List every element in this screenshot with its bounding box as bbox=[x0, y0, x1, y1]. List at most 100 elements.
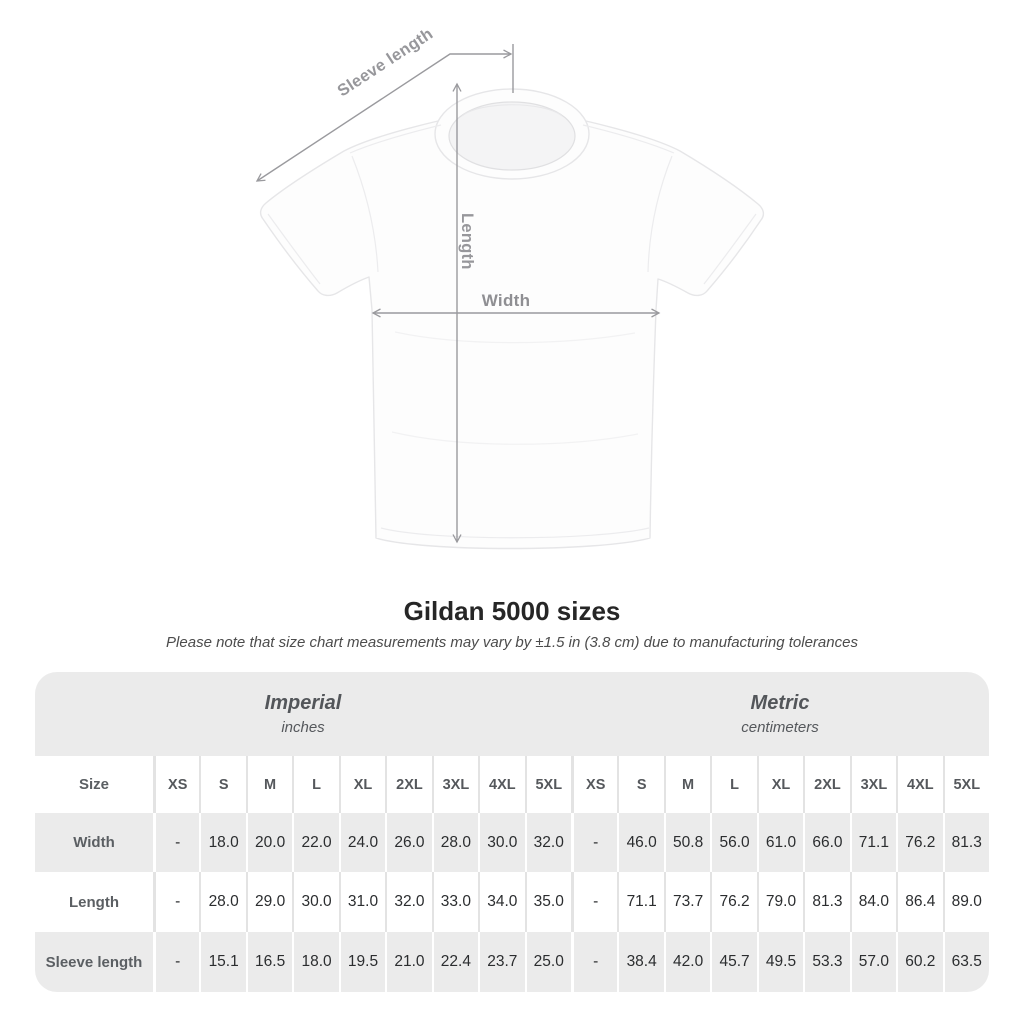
value-cell: - bbox=[573, 872, 618, 932]
tolerance-note: Please note that size chart measurements… bbox=[166, 634, 858, 651]
value-cell: - bbox=[573, 932, 618, 992]
value-cell: 30.0 bbox=[294, 872, 339, 932]
page-title: Gildan 5000 sizes bbox=[403, 596, 621, 626]
width-label: Width bbox=[482, 291, 531, 310]
size-header-imperial: 3XL bbox=[433, 756, 479, 813]
row-label: Sleeve length bbox=[35, 932, 153, 992]
value-cell: 66.0 bbox=[805, 813, 850, 872]
value-cell: 18.0 bbox=[201, 813, 246, 872]
tshirt-body bbox=[259, 88, 765, 550]
value-cell: 76.2 bbox=[712, 872, 757, 932]
length-label: Length bbox=[458, 213, 476, 270]
value-cell: 79.0 bbox=[758, 872, 804, 932]
value-cell: 28.0 bbox=[201, 872, 246, 932]
size-header-metric: 3XL bbox=[851, 756, 897, 813]
value-cell: 61.0 bbox=[758, 813, 804, 872]
size-header-imperial: M bbox=[247, 756, 293, 813]
size-header-metric: XS bbox=[573, 756, 618, 813]
size-header-metric: S bbox=[619, 756, 664, 813]
metric-title: Metric bbox=[750, 692, 810, 714]
value-cell: 33.0 bbox=[433, 872, 479, 932]
value-cell: 42.0 bbox=[665, 932, 711, 992]
value-cell: 53.3 bbox=[805, 932, 850, 992]
value-cell: 35.0 bbox=[526, 872, 571, 932]
value-cell: 23.7 bbox=[480, 932, 525, 992]
value-cell: 15.1 bbox=[201, 932, 246, 992]
value-cell: 73.7 bbox=[665, 872, 711, 932]
size-header-metric: XL bbox=[758, 756, 804, 813]
value-cell: 18.0 bbox=[294, 932, 339, 992]
value-cell: 26.0 bbox=[387, 813, 432, 872]
value-cell: - bbox=[573, 813, 618, 872]
tshirt-illustration: Sleeve length Length Width bbox=[0, 25, 765, 550]
size-header-imperial: XS bbox=[156, 756, 200, 813]
value-cell: 32.0 bbox=[526, 813, 571, 872]
size-header-imperial: S bbox=[201, 756, 246, 813]
value-cell: 81.3 bbox=[944, 813, 989, 872]
value-cell: 63.5 bbox=[944, 932, 989, 992]
value-cell: 57.0 bbox=[851, 932, 897, 992]
value-cell: 45.7 bbox=[712, 932, 757, 992]
size-column-header: Size bbox=[35, 756, 153, 813]
size-header-metric: L bbox=[712, 756, 757, 813]
value-cell: 31.0 bbox=[340, 872, 386, 932]
sleeve-length-label: Sleeve length bbox=[334, 25, 436, 101]
value-cell: 22.0 bbox=[294, 813, 339, 872]
value-cell: 20.0 bbox=[247, 813, 293, 872]
row-label: Width bbox=[35, 813, 153, 872]
size-header-imperial: L bbox=[294, 756, 339, 813]
metric-subtitle: centimeters bbox=[741, 719, 819, 736]
value-cell: 34.0 bbox=[480, 872, 525, 932]
value-cell: 71.1 bbox=[619, 872, 664, 932]
value-cell: 38.4 bbox=[619, 932, 664, 992]
value-cell: 29.0 bbox=[247, 872, 293, 932]
value-cell: 76.2 bbox=[898, 813, 943, 872]
units-header-row: Imperial inches Metric centimeters bbox=[35, 672, 989, 756]
value-cell: 16.5 bbox=[247, 932, 293, 992]
value-cell: 19.5 bbox=[340, 932, 386, 992]
value-cell: 28.0 bbox=[433, 813, 479, 872]
dimension-lines bbox=[257, 44, 659, 542]
value-cell: 56.0 bbox=[712, 813, 757, 872]
size-header-row: Size XS S M L XL 2XL 3XL 4XL 5XL XS S M L XL 2XL 3XL 4XL 5… bbox=[35, 756, 989, 813]
size-header-metric: 4XL bbox=[898, 756, 943, 813]
value-cell: 89.0 bbox=[944, 872, 989, 932]
imperial-header: Imperial inches bbox=[35, 692, 571, 736]
row-label: Length bbox=[35, 872, 153, 932]
metric-header: Metric centimeters bbox=[571, 692, 989, 736]
wrinkle-lines bbox=[391, 331, 639, 445]
table-row: Width -18.0 20.0 22.0 24.0 26.0 28.0 30.0 32.0-4… bbox=[35, 813, 989, 872]
value-cell: 86.4 bbox=[898, 872, 943, 932]
value-cell: 24.0 bbox=[340, 813, 386, 872]
size-header-imperial: 5XL bbox=[526, 756, 571, 813]
size-table: Imperial inches Metric centimeters Size X… bbox=[35, 672, 989, 992]
size-header-metric: 5XL bbox=[944, 756, 989, 813]
value-cell: 46.0 bbox=[619, 813, 664, 872]
table-row: Sleeve length - 15.1 16.5 18.0 19.5 21.0 22.4 23… bbox=[35, 932, 989, 992]
size-header-imperial: XL bbox=[340, 756, 386, 813]
value-cell: 49.5 bbox=[758, 932, 804, 992]
size-header-imperial: 4XL bbox=[480, 756, 525, 813]
value-cell: 22.4 bbox=[433, 932, 479, 992]
imperial-title: Imperial bbox=[264, 692, 342, 714]
collar bbox=[434, 88, 590, 180]
value-cell: 32.0 bbox=[387, 872, 432, 932]
value-cell: 84.0 bbox=[851, 872, 897, 932]
value-cell: 21.0 bbox=[387, 932, 432, 992]
imperial-subtitle: inches bbox=[281, 719, 325, 736]
value-cell: - bbox=[156, 872, 200, 932]
tshirt-measurement-figure: Sleeve length Length Width bbox=[0, 25, 765, 550]
value-cell: 60.2 bbox=[898, 932, 943, 992]
size-header-imperial: 2XL bbox=[387, 756, 432, 813]
value-cell: 30.0 bbox=[480, 813, 525, 872]
size-header-metric: M bbox=[665, 756, 711, 813]
table-rows: Width -18.0 20.0 22.0 24.0 26.0 28.0 30.0 32.0-4… bbox=[35, 813, 989, 992]
value-cell: 50.8 bbox=[665, 813, 711, 872]
value-cell: 71.1 bbox=[851, 813, 897, 872]
value-cell: - bbox=[156, 813, 200, 872]
value-cell: 25.0 bbox=[526, 932, 571, 992]
value-cell: 81.3 bbox=[805, 872, 850, 932]
table-row: Length -28.0 29.0 30.0 31.0 32.0 33.0 34.0 35.0-… bbox=[35, 872, 989, 932]
sleeve-length-dimension-line bbox=[257, 54, 511, 181]
